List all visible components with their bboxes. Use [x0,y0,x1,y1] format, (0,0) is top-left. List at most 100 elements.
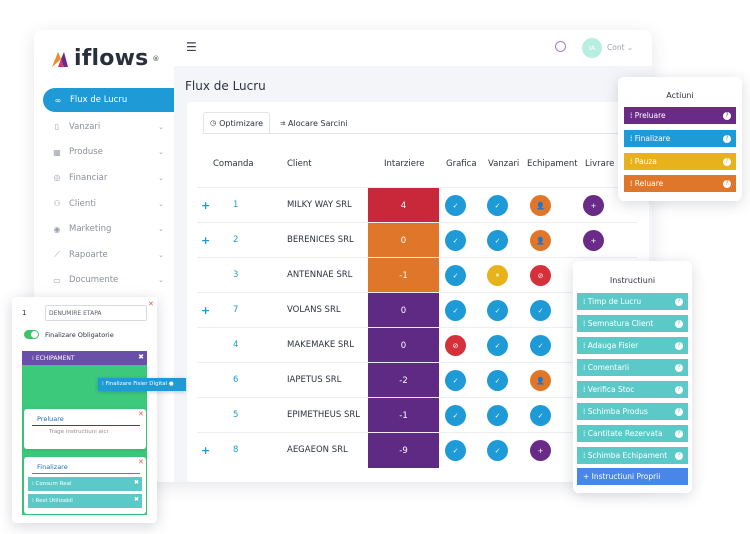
instruction-item[interactable]: ⁞ Comentarii? [577,359,688,376]
table-row[interactable]: 3 ANTENNAE SRL -1 ✓ ⏸ ⊘ [197,257,637,293]
help-icon[interactable]: ? [723,157,731,166]
sidebar-item-vanzari[interactable]: ▯ Vanzari ⌄ [34,114,174,140]
order-number[interactable]: 4 [233,340,239,350]
action-reluare[interactable]: ⁞ Reluare? [624,175,736,192]
status-done-icon[interactable]: ✓ [487,370,508,391]
hamburger-menu-icon[interactable]: ☰ [186,40,197,54]
close-icon[interactable]: ✕ [138,458,144,466]
table-row[interactable]: +8 AEGAEON SRL -9 ✓ ✓ + [197,432,637,468]
equipment-header-bar[interactable]: ⁞ ECHIPAMENT ✖ [22,351,147,365]
action-preluare[interactable]: ⁞ Preluare? [624,107,736,124]
help-icon[interactable]: ? [675,297,683,306]
table-row[interactable]: 4 MAKEMAKE SRL 0 ⊘ ✓ ✓ [197,327,637,363]
status-add-icon[interactable]: + [583,230,604,251]
status-add-icon[interactable]: + [530,440,551,461]
help-icon[interactable]: ? [723,111,731,120]
close-icon[interactable]: ✖ [138,353,144,361]
finalizare-item[interactable]: ⁞ Consum Real ✖ [28,477,142,491]
action-pauza[interactable]: ⁞ Pauza? [624,153,736,170]
expand-row-button[interactable]: + [201,304,211,317]
status-add-icon[interactable]: + [583,195,604,216]
status-done-icon[interactable]: ✓ [445,195,466,216]
status-assign-icon[interactable]: 👤 [530,230,551,251]
status-done-icon[interactable]: ✓ [487,335,508,356]
help-icon[interactable]: ? [675,451,683,460]
table-row[interactable]: +7 VOLANS SRL 0 ✓ ✓ ✓ [197,292,637,328]
table-row[interactable]: 5 EPIMETHEUS SRL -1 ✓ ✓ ✓ [197,397,637,433]
status-blocked-icon[interactable]: ⊘ [530,265,551,286]
sidebar-item-financiar[interactable]: ◎ Financiar ⌄ [34,165,174,191]
order-number[interactable]: 7 [233,305,239,315]
status-assign-icon[interactable]: 👤 [530,195,551,216]
order-number[interactable]: 3 [233,270,239,280]
status-pending-icon[interactable]: ⏸ [487,265,508,286]
settings-icon[interactable] [555,41,566,52]
instruction-item[interactable]: ⁞ Verifica Stoc? [577,381,688,398]
expand-row-button[interactable]: + [201,234,211,247]
sidebar-item-marketing[interactable]: ◉ Marketing ⌄ [34,216,174,242]
instruction-item[interactable]: ⁞ Schimba Echipament? [577,447,688,464]
mandatory-toggle[interactable] [24,330,39,339]
status-done-icon[interactable]: ✓ [487,440,508,461]
status-done-icon[interactable]: ✓ [487,195,508,216]
action-finalizare[interactable]: ⁞ Finalizare? [624,130,736,147]
status-done-icon[interactable]: ✓ [445,300,466,321]
expand-row-button[interactable]: + [201,199,211,212]
close-icon[interactable]: ✕ [148,300,154,308]
instruction-item[interactable]: ⁞ Schimba Produs? [577,403,688,420]
help-icon[interactable]: ? [675,407,683,416]
status-blocked-icon[interactable]: ⊘ [445,335,466,356]
close-icon[interactable]: ✖ [133,496,139,503]
avatar[interactable]: IA [582,38,602,58]
order-number[interactable]: 5 [233,410,239,420]
mandatory-toggle-label: Finalizare Obligatorie [45,331,114,339]
dragged-instruction-chip[interactable]: ⁞ Finalizare Fisier Digital ● [98,378,186,391]
help-icon[interactable]: ? [675,385,683,394]
sidebar-item-flux-de-lucru[interactable]: ∞ Flux de Lucru [43,88,174,112]
status-done-icon[interactable]: ✓ [530,335,551,356]
order-number[interactable]: 6 [233,375,239,385]
help-icon[interactable]: ? [723,179,731,188]
status-done-icon[interactable]: ✓ [487,300,508,321]
status-assign-icon[interactable]: 👤 [530,370,551,391]
instruction-item[interactable]: ⁞ Adauga Fisier? [577,337,688,354]
finalizare-item[interactable]: ⁞ Rest Utilizabil ✖ [28,494,142,508]
order-number[interactable]: 8 [233,445,239,455]
table-row[interactable]: 6 IAPETUS SRL -2 ✓ ✓ 👤 [197,362,637,398]
add-custom-instruction-button[interactable]: + Instructiuni Proprii [577,468,688,485]
client-name: ANTENNAE SRL [287,270,353,280]
help-icon[interactable]: ? [675,341,683,350]
status-done-icon[interactable]: ✓ [530,405,551,426]
instruction-item[interactable]: ⁞ Semnatura Client? [577,315,688,332]
close-icon[interactable]: ✕ [138,410,144,418]
status-done-icon[interactable]: ✓ [530,300,551,321]
help-icon[interactable]: ? [723,134,731,143]
sidebar-item-produse[interactable]: ▦ Produse ⌄ [34,140,174,166]
status-done-icon[interactable]: ✓ [487,230,508,251]
order-number[interactable]: 1 [233,200,239,210]
sidebar-item-clienti[interactable]: ⚇ Clienti ⌄ [34,191,174,217]
status-done-icon[interactable]: ✓ [445,265,466,286]
status-done-icon[interactable]: ✓ [445,440,466,461]
status-done-icon[interactable]: ✓ [487,405,508,426]
sidebar-item-documente[interactable]: ▭ Documente ⌄ [34,268,174,294]
status-done-icon[interactable]: ✓ [445,405,466,426]
order-number[interactable]: 2 [233,235,239,245]
instruction-item[interactable]: ⁞ Cantitate Rezervata? [577,425,688,442]
status-done-icon[interactable]: ✓ [445,230,466,251]
close-icon[interactable]: ✖ [133,479,139,486]
step-name-input[interactable]: DENUMIRE ETAPA [45,305,147,321]
instruction-item[interactable]: ⁞ Timp de Lucru? [577,293,688,310]
table-row[interactable]: +2 BERENICES SRL 0 ✓ ✓ 👤 + [197,222,637,258]
table-row[interactable]: +1 MILKY WAY SRL 4 ✓ ✓ 👤 + [197,187,637,223]
tab-alocare-sarcini[interactable]: ⇉ Alocare Sarcini [274,112,354,134]
account-menu[interactable]: Cont ⌄ [607,43,633,52]
help-icon[interactable]: ? [675,319,683,328]
status-done-icon[interactable]: ✓ [445,370,466,391]
help-icon[interactable]: ? [675,429,683,438]
tabs-divider [203,133,639,134]
tab-optimizare[interactable]: ◷ Optimizare [203,112,270,134]
expand-row-button[interactable]: + [201,444,211,457]
help-icon[interactable]: ? [675,363,683,372]
sidebar-item-rapoarte[interactable]: ⟋ Rapoarte ⌄ [34,242,174,268]
